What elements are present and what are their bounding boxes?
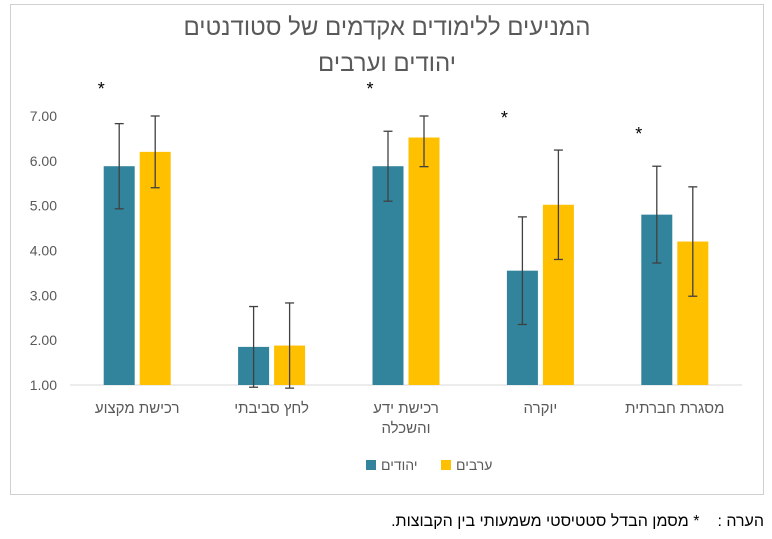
x-tick-label: רכישת מקצוע bbox=[95, 400, 180, 417]
significance-marker: * bbox=[635, 124, 642, 144]
footnote: הערה : * מסמן הבדל סטטיסטי משמעותי בין הק… bbox=[391, 513, 764, 531]
chart-subtitle: יהודים וערבים bbox=[318, 50, 456, 77]
x-tick-label: מסגרת חברתית bbox=[625, 400, 724, 417]
y-tick-label: 1.00 bbox=[30, 377, 57, 393]
x-tick-label: לחץ סביבתי bbox=[234, 400, 309, 417]
y-tick-label: 3.00 bbox=[30, 287, 57, 303]
footnote-text: * מסמן הבדל סטטיסטי משמעותי בין הקבוצות. bbox=[391, 513, 700, 530]
legend-label: יהודים bbox=[381, 457, 417, 473]
x-tick-label: רכישת ידע bbox=[373, 400, 439, 417]
legend-label: ערבים bbox=[456, 457, 492, 473]
chart-title: המניעים ללימודים אקדמים של סטודנטים bbox=[183, 14, 591, 41]
legend-swatch bbox=[366, 460, 376, 470]
bar bbox=[372, 166, 404, 385]
footnote-label: הערה : bbox=[717, 513, 764, 530]
y-tick-label: 7.00 bbox=[30, 108, 57, 124]
x-tick-label: והשכלה bbox=[381, 420, 430, 437]
x-tick-label: יוקרה bbox=[524, 400, 558, 417]
y-tick-label: 4.00 bbox=[30, 243, 57, 259]
y-tick-label: 5.00 bbox=[30, 198, 57, 214]
significance-marker: * bbox=[501, 108, 508, 128]
bar bbox=[139, 151, 171, 385]
significance-marker: * bbox=[366, 79, 373, 99]
significance-marker: * bbox=[98, 79, 105, 99]
y-tick-label: 6.00 bbox=[30, 153, 57, 169]
legend-swatch bbox=[441, 460, 451, 470]
y-tick-label: 2.00 bbox=[30, 332, 57, 348]
bar bbox=[408, 137, 440, 385]
